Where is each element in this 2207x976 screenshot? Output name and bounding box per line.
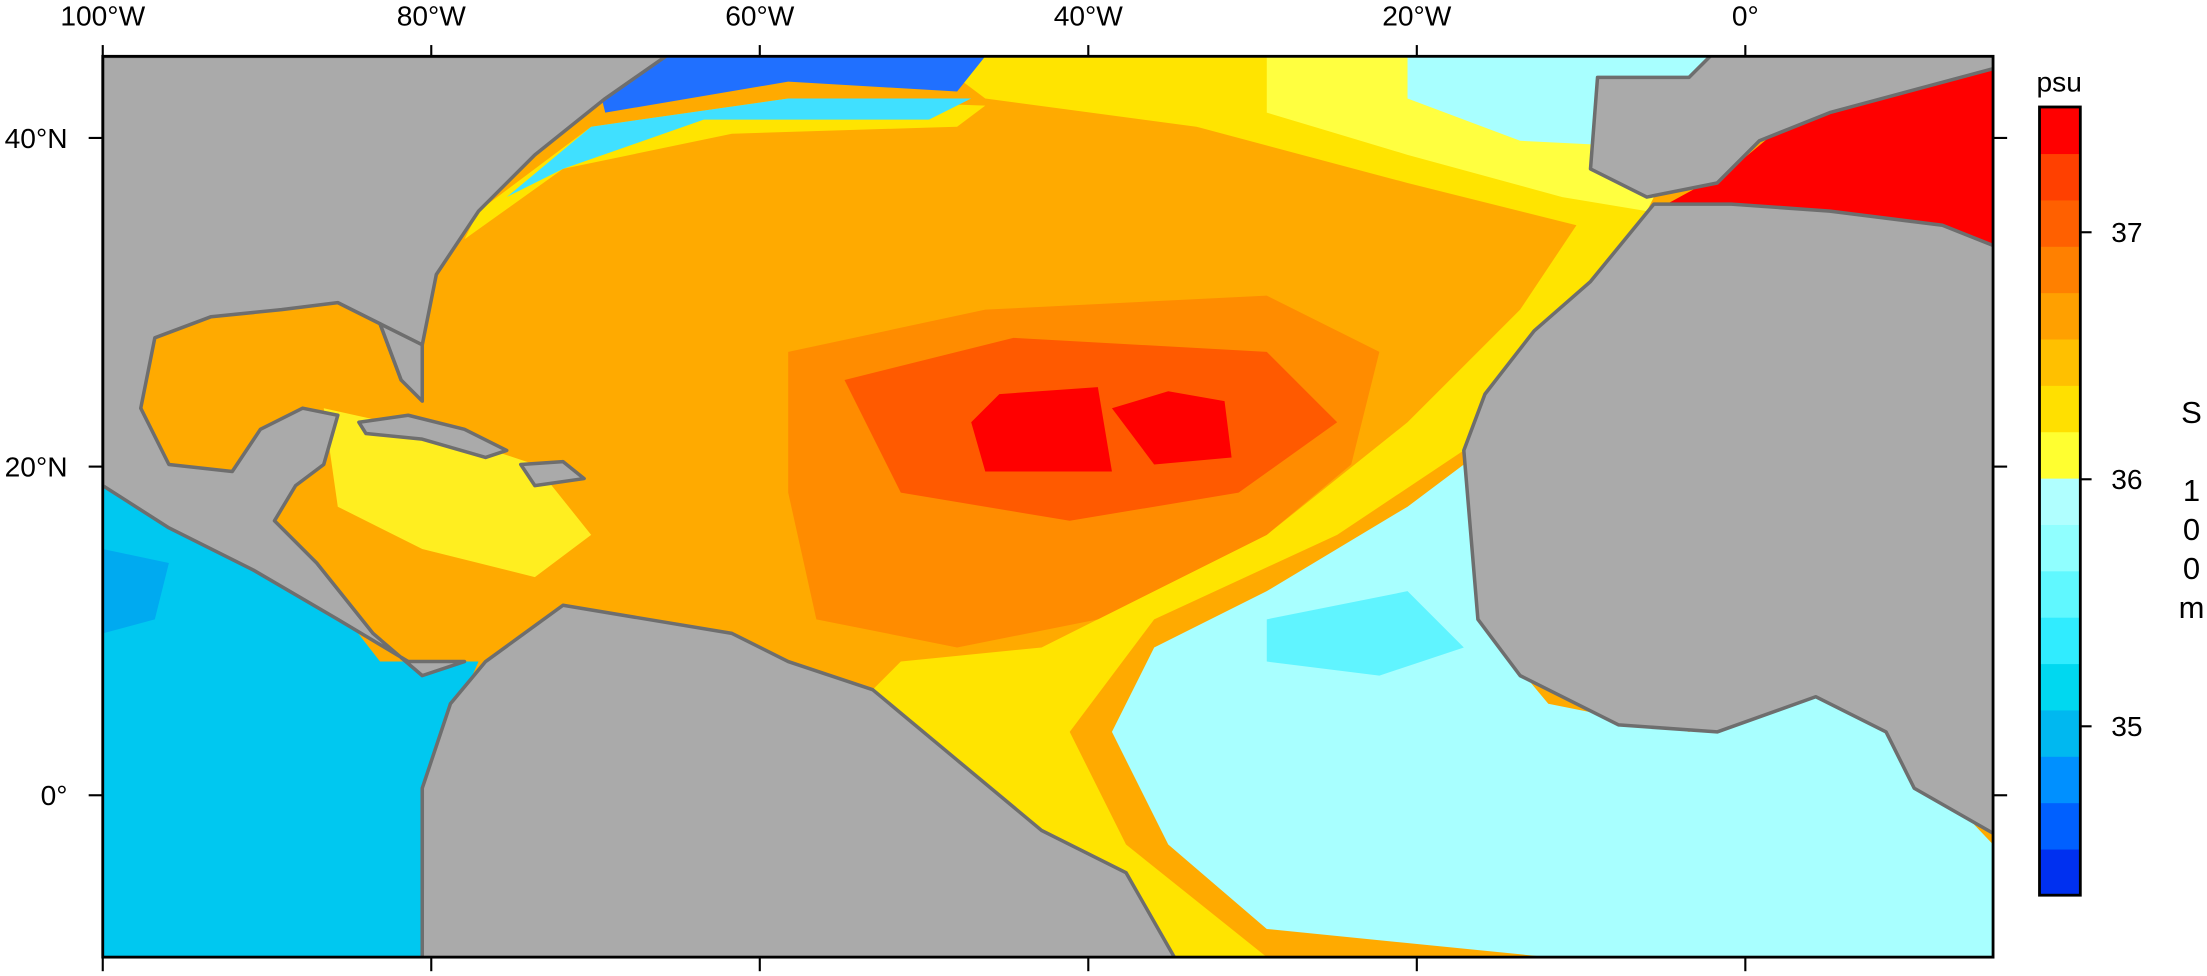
- lat-label: 0°: [41, 780, 68, 811]
- red-core-2: [1111, 391, 1232, 465]
- colorbar-swatch: [2039, 199, 2081, 247]
- cyan-south: [1111, 464, 1994, 958]
- lon-label: 100°W: [60, 0, 145, 31]
- pacific: [102, 478, 479, 958]
- colorbar-swatch: [2039, 524, 2081, 572]
- colorbar-title: S 100m: [2174, 395, 2207, 629]
- mediterranean: [1653, 63, 1994, 268]
- cyan-south-deep: [1266, 591, 1464, 676]
- lon-label: 80°W: [397, 0, 467, 31]
- colorbar-swatch: [2039, 663, 2081, 711]
- colorbar-swatch: [2039, 709, 2081, 757]
- colorbar-swatch: [2039, 617, 2081, 665]
- colorbar-swatch: [2039, 848, 2081, 896]
- red-core-1: [971, 387, 1112, 472]
- colorbar-swatch: [2039, 338, 2081, 386]
- lon-label: 40°W: [1054, 0, 1124, 31]
- colorbar-swatch: [2039, 292, 2081, 340]
- colorbar-swatch: [2039, 153, 2081, 201]
- south-america: [420, 603, 1177, 958]
- colorbar-swatch: [2039, 431, 2081, 479]
- colorbar-swatch: [2039, 802, 2081, 850]
- ne-us-cyan: [506, 98, 972, 198]
- colorbar-swatch: [2039, 756, 2081, 804]
- lon-label: 20°W: [1382, 0, 1452, 31]
- lon-label: 0°: [1732, 0, 1759, 31]
- colorbar-frame: [2038, 105, 2082, 897]
- map-frame: [101, 54, 1995, 959]
- lat-label: 20°N: [5, 451, 68, 482]
- colorbar-tick-label: 37: [2111, 217, 2142, 248]
- europe: [1588, 56, 1994, 199]
- lat-label: 40°N: [5, 123, 68, 154]
- colorbar: [2039, 106, 2081, 896]
- colorbar-swatch: [2039, 570, 2081, 618]
- florida: [378, 321, 425, 403]
- colorbar-tick-label: 36: [2111, 464, 2142, 495]
- colorbar-unit: psu: [2037, 67, 2082, 98]
- salinity-map: [102, 56, 1994, 958]
- north-america: [102, 56, 668, 678]
- lon-label: 60°W: [725, 0, 795, 31]
- colorbar-swatch: [2039, 385, 2081, 433]
- colorbar-swatch: [2039, 477, 2081, 525]
- cuba: [357, 413, 509, 460]
- colorbar-swatch: [2039, 246, 2081, 294]
- hispaniola: [519, 459, 586, 488]
- caribbean-yellow: [323, 408, 592, 578]
- colorbar-tick-label: 35: [2111, 711, 2142, 742]
- colorbar-swatch: [2039, 106, 2081, 155]
- africa: [1462, 202, 1994, 836]
- pacific-deep: [102, 548, 169, 634]
- ne-us-blue: [591, 56, 986, 113]
